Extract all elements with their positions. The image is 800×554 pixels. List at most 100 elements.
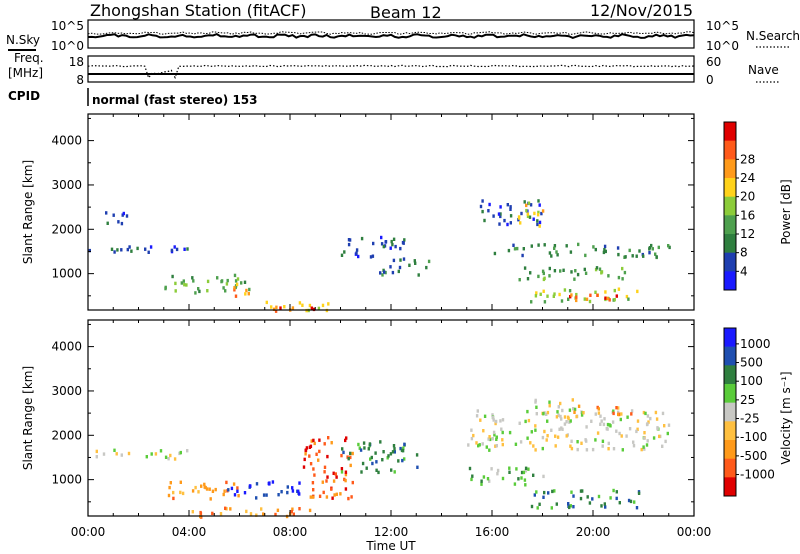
data-cell [654,252,657,256]
data-cell [632,444,636,448]
data-cell [334,472,337,476]
data-cell [515,467,518,471]
data-cell [545,438,548,442]
data-cell [368,442,372,446]
data-cell [530,504,534,509]
data-cell [602,422,606,427]
data-cell [570,270,573,274]
data-cell [493,251,497,256]
data-cell [415,453,419,457]
data-cell [154,452,158,456]
data-cell [317,306,321,311]
data-cell [367,447,370,451]
data-cell [562,268,565,272]
data-cell [349,455,352,460]
data-cell [628,248,631,253]
data-cell [567,502,570,506]
data-cell [555,502,558,506]
data-cell [115,452,118,456]
velocity-panel: 00:00 04:00 08:00 12:00 16:00 20:00 00:00 1000 2… [21,319,793,553]
data-cell [321,303,325,308]
data-cell [482,475,486,479]
data-cell [233,288,236,292]
data-cell [149,245,153,249]
data-cell [233,286,236,290]
data-cell [565,434,568,438]
colorbar-segment [724,252,736,272]
data-cell [235,282,239,287]
data-cell [514,442,518,446]
data-cell [380,242,384,246]
data-cell [522,470,526,475]
data-cell [194,485,197,490]
data-cell [583,297,586,301]
data-cell [579,496,583,501]
data-cell [561,427,564,431]
data-cell [492,430,496,435]
data-cell [267,481,270,486]
colorbar-segment [724,402,736,422]
data-cell [400,448,404,453]
data-cell [495,437,498,441]
data-cell [381,273,384,277]
data-cell [535,412,538,416]
data-cell [612,411,615,416]
data-cell [392,258,396,263]
data-cell [599,422,602,426]
data-cell [527,201,531,205]
data-cell [150,452,153,456]
data-cell [630,412,633,416]
data-cell [507,248,511,253]
data-cell [600,419,603,423]
data-cell [224,506,227,510]
data-cell [323,442,326,446]
data-cell [206,289,209,293]
colorbar-segment [724,477,736,497]
data-cell [537,210,540,215]
data-cell [276,508,280,512]
data-cell [344,470,348,474]
x-tick-label: 20:00 [576,525,611,539]
data-cell [609,424,612,428]
data-cell [535,490,538,494]
data-cell [584,271,588,275]
data-cell [563,422,567,426]
power-ylabel: Slant Range [km] [21,160,35,264]
data-cell [183,283,186,287]
data-cell [508,466,511,470]
data-cell [557,405,560,409]
data-cell [402,257,406,261]
data-cell [604,249,607,254]
data-cell [490,467,493,471]
data-cell [524,469,527,473]
data-cell [475,414,479,418]
data-cell [399,446,402,451]
data-cell [617,252,620,257]
data-cell [529,441,532,445]
data-cell [603,248,606,252]
data-cell [185,283,188,287]
data-cell [194,291,197,295]
data-cell [600,504,603,508]
data-cell [509,221,512,225]
data-cell [186,449,189,453]
data-cell [594,438,597,442]
data-cell [604,296,607,300]
data-cell [371,461,374,466]
data-cell [390,239,393,244]
data-cell [518,421,521,425]
data-cell [658,434,661,439]
data-cell [520,211,523,216]
data-cell [211,489,215,493]
data-cell [501,430,504,435]
data-cell [355,251,358,255]
data-cell [482,429,485,433]
data-cell [569,444,572,448]
data-cell [521,253,524,258]
data-cell [382,450,385,454]
data-cell [597,411,601,415]
data-cell [667,244,670,248]
data-cell [481,442,484,446]
data-cell [374,451,377,455]
data-cell [343,250,346,254]
